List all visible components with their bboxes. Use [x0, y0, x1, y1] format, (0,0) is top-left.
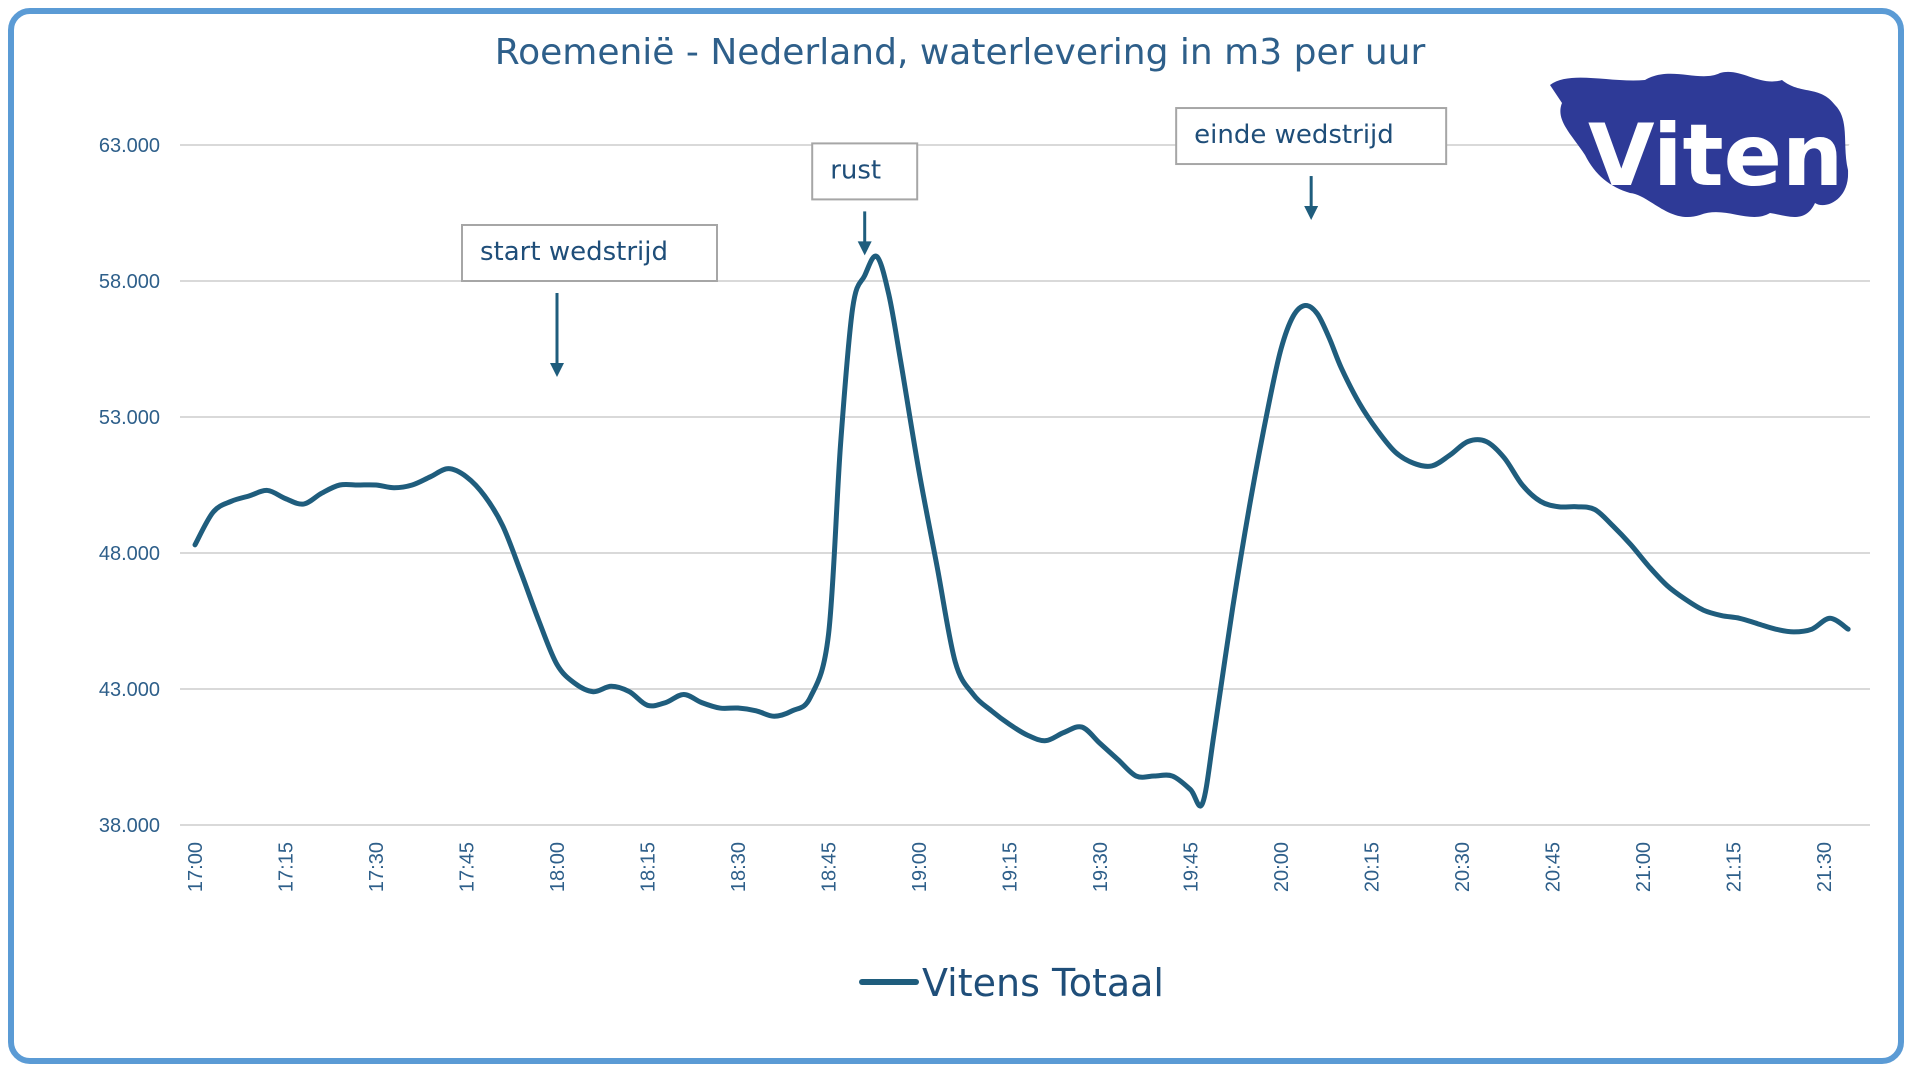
series-line-vitens-totaal	[192, 253, 1851, 809]
y-tick-label: 53.000	[99, 407, 160, 429]
arrow-head	[550, 363, 564, 377]
annotation-label: rust	[830, 155, 881, 185]
x-tick-label: 19:00	[909, 842, 931, 892]
x-tick-label: 17:45	[457, 842, 479, 892]
legend-label: Vitens Totaal	[922, 961, 1164, 1005]
x-tick-label: 17:00	[185, 842, 207, 892]
x-tick-label: 20:15	[1362, 842, 1384, 892]
y-tick-label: 63.000	[99, 135, 160, 157]
annotation-box	[461, 224, 718, 282]
arrow-head	[857, 241, 872, 256]
y-tick-label: 48.000	[99, 543, 160, 565]
annotation-label: start wedstrijd	[480, 237, 668, 267]
logo-text: Vitens	[1588, 106, 1894, 206]
y-tick-label: 58.000	[99, 271, 160, 293]
x-tick-label: 19:45	[1181, 842, 1203, 892]
x-tick-label: 19:30	[1090, 842, 1112, 892]
x-tick-label: 20:45	[1543, 842, 1565, 892]
chart-frame	[8, 8, 1904, 1064]
x-tick-label: 21:15	[1724, 842, 1746, 892]
x-tick-label: 18:00	[547, 842, 569, 892]
x-tick-label: 17:15	[276, 842, 298, 892]
x-tick-label: 18:30	[728, 842, 750, 892]
annotation-box	[811, 142, 919, 201]
annotation-label: einde wedstrijd	[1194, 120, 1394, 150]
y-tick-label: 38.000	[99, 815, 160, 837]
y-tick-label: 43.000	[99, 679, 160, 701]
x-tick-label: 20:30	[1452, 842, 1474, 892]
annotation: start wedstrijd	[461, 224, 718, 377]
arrow-head	[1304, 206, 1319, 221]
x-tick-label: 18:15	[638, 842, 660, 892]
y-axis-ticks: 38.000 43.000 48.000 53.000 58.000 63.000	[99, 135, 160, 837]
x-tick-label: 21:00	[1633, 842, 1655, 892]
legend: Vitens Totaal	[859, 961, 1164, 1005]
x-tick-label: 18:45	[819, 842, 841, 892]
annotation-box	[1175, 107, 1448, 166]
x-tick-label: 21:30	[1814, 842, 1836, 892]
x-tick-label: 20:00	[1271, 842, 1293, 892]
x-axis-ticks: 17:00 17:15 17:30 17:45 18:00 18:15 18:30 18:45…	[185, 842, 1836, 892]
grid-lines	[180, 144, 1870, 826]
x-tick-label: 19:15	[1000, 842, 1022, 892]
x-tick-label: 17:30	[366, 842, 388, 892]
vitens-logo: Vitens	[1550, 71, 1894, 218]
annotations: start wedstrijd rust einde wedstrijd	[461, 107, 1448, 377]
annotation: einde wedstrijd	[1175, 107, 1448, 221]
logo-splash-shape	[1550, 71, 1849, 218]
annotation: rust	[811, 142, 919, 256]
chart-title: Roemenië - Nederland, waterlevering in m…	[495, 32, 1426, 73]
